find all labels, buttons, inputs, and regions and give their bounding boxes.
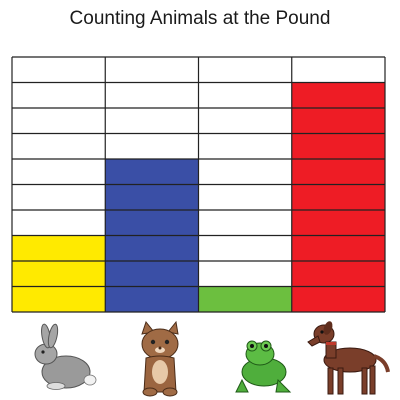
frog-icon [235, 340, 292, 393]
animal-pictures [34, 320, 390, 397]
bar-frog [198, 286, 292, 312]
bar-dog [291, 82, 385, 312]
bar-chart [11, 56, 386, 313]
chart-title: Counting Animals at the Pound [69, 8, 331, 29]
dog-icon [307, 321, 390, 395]
rabbit-icon [34, 323, 97, 390]
cat-icon [141, 320, 179, 397]
bar-rabbit [12, 235, 106, 312]
